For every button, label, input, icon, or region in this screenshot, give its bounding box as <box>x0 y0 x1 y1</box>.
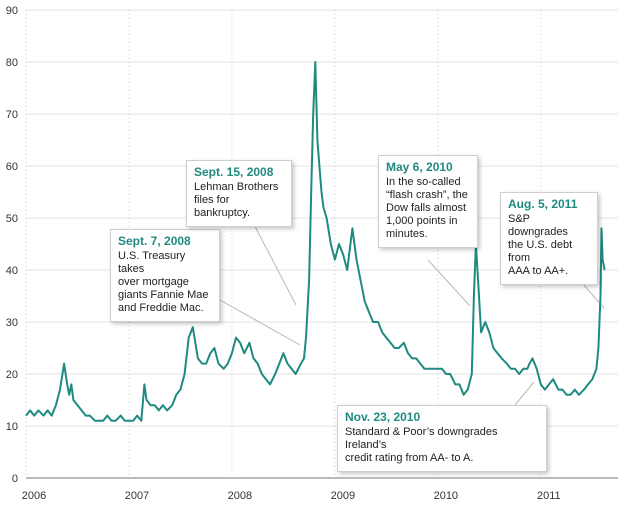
annotation-text: Lehman Brothers files for bankruptcy. <box>194 181 279 219</box>
y-tick-labels: 0 10 20 30 40 50 60 70 80 90 <box>6 5 18 485</box>
annotation-aug-5-2011: Aug. 5, 2011 S&P downgrades the U.S. deb… <box>500 192 598 285</box>
annotation-text: S&P downgrades the U.S. debt from AAA to… <box>508 213 573 277</box>
annotation-leader-line <box>514 381 535 406</box>
y-tick-label: 50 <box>6 213 18 225</box>
annotation-text: In the so-called “flash crash”, the Dow … <box>386 176 468 240</box>
annotation-leader-line <box>247 212 297 306</box>
y-tick-label: 90 <box>6 5 18 17</box>
y-tick-label: 70 <box>6 109 18 121</box>
x-tick-label: 2011 <box>537 490 561 502</box>
annotation-leader-line <box>219 299 301 346</box>
y-tick-label: 60 <box>6 161 18 173</box>
annotation-date: May 6, 2010 <box>386 160 453 174</box>
y-tick-label: 0 <box>12 473 18 485</box>
y-tick-label: 40 <box>6 265 18 277</box>
annotation-date: Nov. 23, 2010 <box>345 410 421 424</box>
x-tick-label: 2008 <box>228 490 252 502</box>
annotation-sept-7-2008: Sept. 7, 2008 U.S. Treasury takes over m… <box>110 229 220 322</box>
annotation-sept-15-2008: Sept. 15, 2008 Lehman Brothers files for… <box>186 160 292 227</box>
y-tick-label: 80 <box>6 57 18 69</box>
annotation-nov-23-2010: Nov. 23, 2010 Standard & Poor’s downgrad… <box>337 405 547 472</box>
x-tick-label: 2006 <box>22 490 46 502</box>
series-line <box>25 61 606 422</box>
annotation-leader-line <box>427 259 471 307</box>
y-tick-label: 20 <box>6 369 18 381</box>
x-tick-label: 2010 <box>434 490 458 502</box>
annotation-may-6-2010: May 6, 2010 In the so-called “flash cras… <box>378 155 478 248</box>
annotation-text: Standard & Poor’s downgrades Ireland’s c… <box>345 426 498 464</box>
y-tick-label: 10 <box>6 421 18 433</box>
annotation-date: Sept. 7, 2008 <box>118 234 191 248</box>
x-tick-label: 2009 <box>331 490 355 502</box>
y-tick-label: 30 <box>6 317 18 329</box>
annotation-date: Sept. 15, 2008 <box>194 165 274 179</box>
annotation-date: Aug. 5, 2011 <box>508 197 578 211</box>
x-tick-label: 2007 <box>125 490 149 502</box>
x-tick-labels: 2006 2007 2008 2009 2010 2011 <box>22 490 561 502</box>
annotation-text: U.S. Treasury takes over mortgage giants… <box>118 250 209 314</box>
